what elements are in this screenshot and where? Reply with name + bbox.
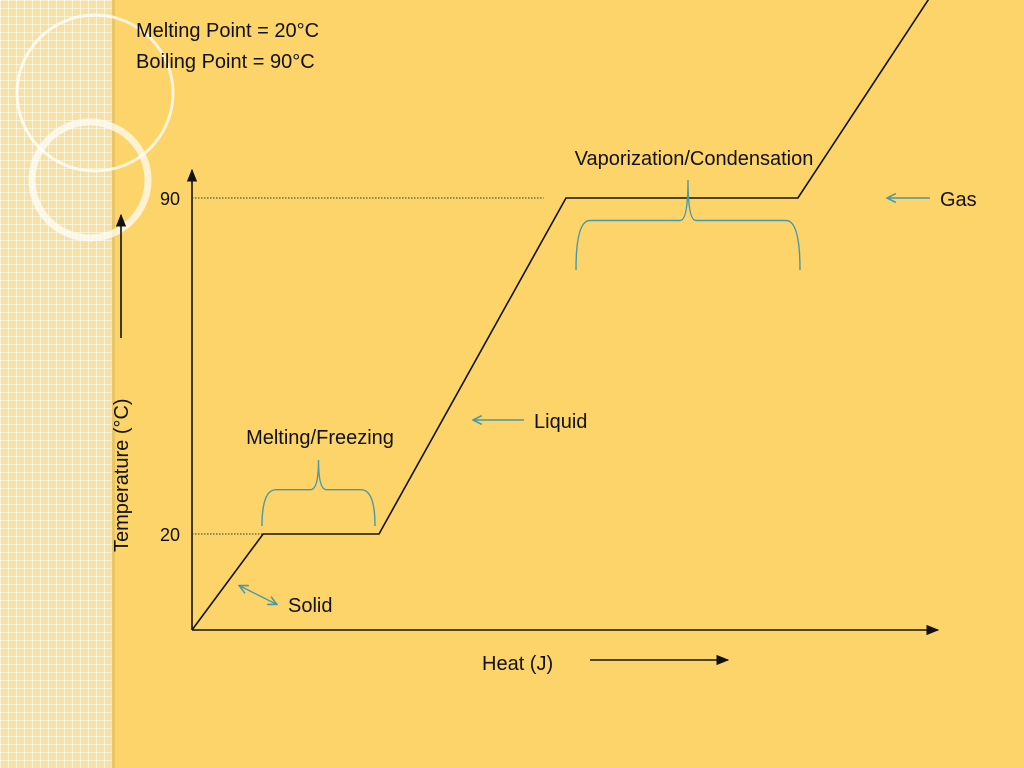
vaporization-condensation-label: Vaporization/Condensation (575, 148, 814, 170)
side-strip-edge (112, 0, 115, 768)
y-axis-label: Temperature (°C) (111, 398, 133, 552)
liquid-label: Liquid (534, 411, 587, 433)
vaporization-condensation-brace (575, 179, 801, 271)
gas-label: Gas (940, 189, 977, 211)
heating-curve-line (191, 0, 930, 631)
melting-freezing-label: Melting/Freezing (246, 427, 394, 449)
solid-label: Solid (288, 595, 332, 617)
decorative-side-strip (0, 0, 114, 768)
solid-arrow (240, 586, 276, 604)
boiling-point-heading: Boiling Point = 90°C (136, 51, 315, 73)
x-axis-label: Heat (J) (482, 653, 553, 675)
y-tick-label-20: 20 (160, 525, 180, 545)
melting-freezing-brace (261, 459, 376, 527)
decorative-ring-small (28, 118, 152, 242)
decorative-ring-large (15, 13, 175, 173)
melting-point-heading: Melting Point = 20°C (136, 20, 320, 42)
y-tick-label-90: 90 (160, 189, 180, 209)
